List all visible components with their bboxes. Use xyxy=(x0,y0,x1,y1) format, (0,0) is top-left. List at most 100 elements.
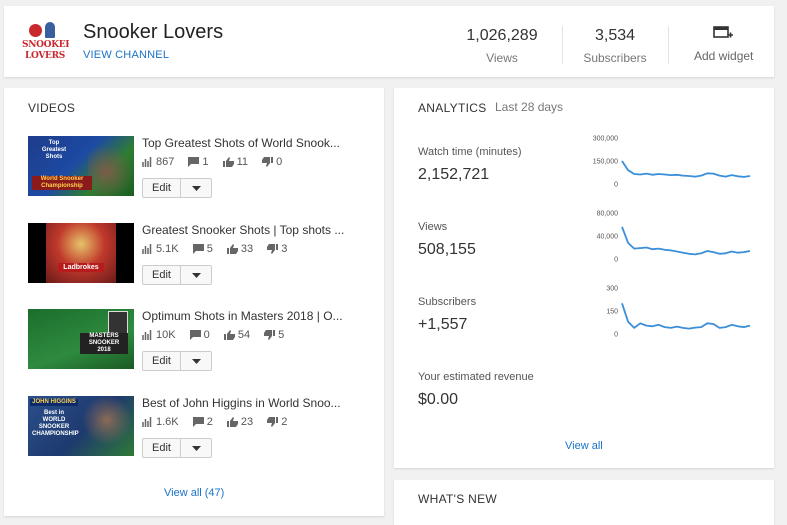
video-thumbnail[interactable]: JOHN HIGGINS Best in WORLD SNOOKER CHAMPION… xyxy=(28,396,134,456)
video-comments: 0 xyxy=(203,329,210,342)
video-views: 10K xyxy=(156,329,176,342)
video-item: Top Greatest Shots World Snooker Championsh… xyxy=(28,136,368,202)
sparkline-tick-label: 40,000 xyxy=(597,234,619,241)
edit-dropdown-button[interactable] xyxy=(181,266,211,284)
sparkline-series-line xyxy=(621,160,751,178)
view-channel-link[interactable]: VIEW CHANNEL xyxy=(83,49,170,61)
stat-divider xyxy=(562,26,563,64)
video-dislikes: 2 xyxy=(281,416,288,429)
edit-button-group: Edit xyxy=(142,265,212,285)
sparkline-tick-label: 150 xyxy=(606,309,618,316)
video-item: MASTERS SNOOKER 2018 Optimum Shots in Mast… xyxy=(28,309,368,375)
edit-button-group: Edit xyxy=(142,178,212,198)
video-likes: 54 xyxy=(237,329,251,342)
metric-views: Views 508,155 xyxy=(418,221,568,259)
thumbs-up-icon xyxy=(226,417,238,428)
edit-button-group: Edit xyxy=(142,351,212,371)
metric-value: +1,557 xyxy=(418,316,468,333)
metric-label: Your estimated revenue xyxy=(418,371,534,383)
logo-text-line2: LOVERS xyxy=(24,51,66,61)
video-comments: 2 xyxy=(206,416,213,429)
comment-icon xyxy=(188,157,200,168)
video-views: 867 xyxy=(156,156,175,169)
video-dislikes: 5 xyxy=(278,329,285,342)
video-comments: 1 xyxy=(202,156,209,169)
subscribers-stat: 3,534 Subscribers xyxy=(580,27,650,65)
edit-button[interactable]: Edit xyxy=(143,352,181,370)
comment-icon xyxy=(192,244,204,255)
sparkline-tick-label: 150,000 xyxy=(593,159,618,166)
video-thumbnail[interactable]: Ladbrokes xyxy=(28,223,134,283)
video-likes: 33 xyxy=(240,243,254,256)
metric-label: Views xyxy=(418,221,448,233)
video-item: Ladbrokes Greatest Snooker Shots | Top s… xyxy=(28,223,368,289)
logo-ball xyxy=(29,24,42,37)
videos-title: VIDEOS xyxy=(28,101,76,115)
subscribers-label: Subscribers xyxy=(583,51,647,65)
channel-header: SNOOKER LOVERS Snooker Lovers VIEW CHANN… xyxy=(4,6,774,77)
metric-value: $0.00 xyxy=(418,391,459,408)
edit-button-group: Edit xyxy=(142,438,212,458)
watch-time-sparkline: 300,000 150,000 0 xyxy=(593,136,751,189)
analytics-title: ANALYTICS xyxy=(418,101,487,115)
thumbs-down-icon xyxy=(267,244,279,255)
add-widget-label[interactable]: Add widget xyxy=(694,49,754,63)
views-label: Views xyxy=(486,51,518,65)
metric-value: 508,155 xyxy=(418,241,476,258)
stat-divider xyxy=(668,26,669,64)
analytics-view-all-link[interactable]: View all xyxy=(565,440,603,452)
video-thumbnail[interactable]: Top Greatest Shots World Snooker Championsh… xyxy=(28,136,134,196)
video-stats: 867 1 11 0 xyxy=(142,156,293,168)
views-stat: 1,026,289 Views xyxy=(462,27,542,65)
chevron-down-icon xyxy=(191,445,201,451)
sparkline-tick-label: 80,000 xyxy=(597,211,619,218)
chevron-down-icon xyxy=(191,272,201,278)
edit-dropdown-button[interactable] xyxy=(181,179,211,197)
whats-new-title: WHAT'S NEW xyxy=(418,492,498,506)
video-title[interactable]: Best of John Higgins in World Snoo... xyxy=(142,396,341,410)
videos-view-all-link[interactable]: View all (47) xyxy=(164,487,225,499)
views-icon xyxy=(142,157,152,168)
edit-button[interactable]: Edit xyxy=(143,439,181,457)
whats-new-card: WHAT'S NEW xyxy=(394,480,774,525)
comment-icon xyxy=(189,330,201,341)
chevron-down-icon xyxy=(191,358,201,364)
sparkline-tick-label: 0 xyxy=(614,257,618,264)
edit-dropdown-button[interactable] xyxy=(181,352,211,370)
thumbs-up-icon xyxy=(222,157,234,168)
sparkline-series-line xyxy=(621,226,751,256)
video-title[interactable]: Optimum Shots in Masters 2018 | O... xyxy=(142,309,343,323)
sparkline-tick-label: 0 xyxy=(614,182,618,189)
edit-button[interactable]: Edit xyxy=(143,266,181,284)
analytics-card: ANALYTICS Last 28 days Watch time (minut… xyxy=(394,88,774,468)
views-icon xyxy=(142,244,152,255)
video-dislikes: 0 xyxy=(276,156,283,169)
video-likes: 23 xyxy=(240,416,254,429)
subscribers-sparkline: 300 150 0 xyxy=(606,286,751,339)
subscribers-count: 3,534 xyxy=(594,27,636,44)
channel-logo[interactable]: SNOOKER LOVERS xyxy=(21,20,69,68)
video-views: 1.6K xyxy=(156,416,179,429)
video-comments: 5 xyxy=(206,243,213,256)
thumbs-up-icon xyxy=(226,244,238,255)
video-thumbnail[interactable]: MASTERS SNOOKER 2018 xyxy=(28,309,134,369)
thumbs-up-icon xyxy=(223,330,235,341)
video-title[interactable]: Top Greatest Shots of World Snook... xyxy=(142,136,340,150)
edit-dropdown-button[interactable] xyxy=(181,439,211,457)
sparkline-tick-label: 300 xyxy=(606,286,618,293)
video-views: 5.1K xyxy=(156,243,179,256)
metric-revenue: Your estimated revenue $0.00 xyxy=(418,371,568,409)
edit-button[interactable]: Edit xyxy=(143,179,181,197)
analytics-range: Last 28 days xyxy=(495,100,564,114)
videos-card: VIDEOS Top Greatest Shots World Snooker Cha… xyxy=(4,88,384,516)
views-sparkline: 80,000 40,000 0 xyxy=(597,211,751,264)
sparkline-tick-label: 300,000 xyxy=(593,136,618,143)
logo-text-line1: SNOOKER xyxy=(22,40,69,50)
video-likes: 11 xyxy=(236,156,249,169)
thumbs-down-icon xyxy=(264,330,276,341)
video-title[interactable]: Greatest Snooker Shots | Top shots ... xyxy=(142,223,345,237)
chevron-down-icon xyxy=(191,185,201,191)
metric-label: Subscribers xyxy=(418,296,477,308)
metric-label: Watch time (minutes) xyxy=(418,146,522,158)
add-widget-icon[interactable] xyxy=(713,24,733,40)
